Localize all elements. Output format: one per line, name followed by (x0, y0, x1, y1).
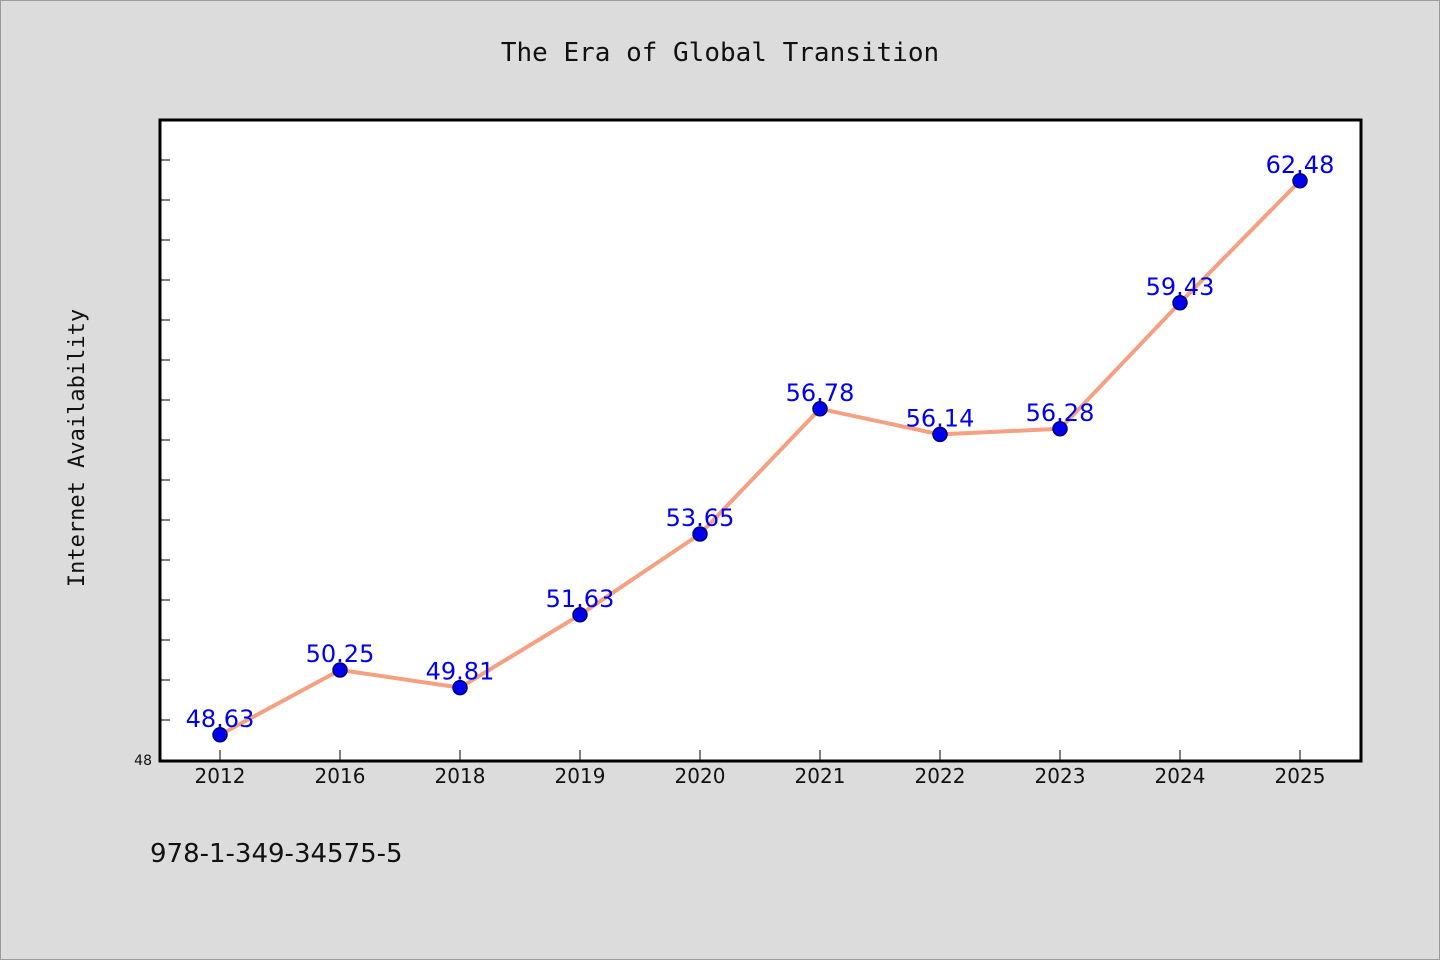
data-point (692, 526, 708, 542)
data-point (212, 727, 228, 743)
data-label: 50.25 (306, 640, 375, 668)
x-tick-label: 2025 (1275, 764, 1326, 788)
x-tick-label: 2016 (315, 764, 366, 788)
data-label: 49.81 (426, 658, 495, 686)
series-layer: 48.63 50.25 49.81 51.63 53.65 56.78 56.14 56.28… (186, 151, 1335, 743)
data-label: 48.63 (186, 705, 255, 733)
data-point (1052, 421, 1068, 437)
data-point (572, 607, 588, 623)
data-label: 59.43 (1146, 273, 1215, 301)
y-axis-ticks: 48 (134, 159, 170, 769)
data-point (932, 426, 948, 443)
x-tick-label: 2020 (675, 764, 726, 788)
x-tick-label: 2018 (435, 764, 486, 788)
x-tick-label: 2023 (1035, 764, 1086, 788)
data-point (812, 401, 828, 417)
x-tick-label: 2019 (555, 764, 606, 788)
data-point (452, 679, 468, 696)
data-label: 56.28 (1026, 399, 1095, 427)
x-tick-label: 2022 (915, 764, 966, 788)
data-label: 51.63 (546, 585, 615, 613)
data-label: 56.14 (906, 404, 975, 432)
data-point (332, 662, 348, 678)
footnote-isbn: 978-1-349-34575-5 (150, 839, 403, 869)
data-label: 53.65 (666, 504, 735, 532)
x-tick-label: 2021 (795, 764, 846, 788)
data-label: 56.78 (786, 379, 855, 407)
data-point (1292, 173, 1308, 189)
data-point (1172, 295, 1188, 311)
plot-area (158, 118, 1363, 763)
x-axis-ticks: 2012 2016 2018 2019 2020 2021 2022 2023 2024 2025 (195, 750, 1326, 788)
x-tick-label: 2012 (195, 764, 246, 788)
y-tick-label: 48 (134, 753, 152, 769)
chart-title: The Era of Global Transition (501, 38, 939, 68)
y-axis-label: Internet Availability (65, 309, 90, 587)
data-label: 62.48 (1266, 151, 1335, 179)
x-tick-label: 2024 (1155, 764, 1206, 788)
series-line (218, 178, 1302, 737)
